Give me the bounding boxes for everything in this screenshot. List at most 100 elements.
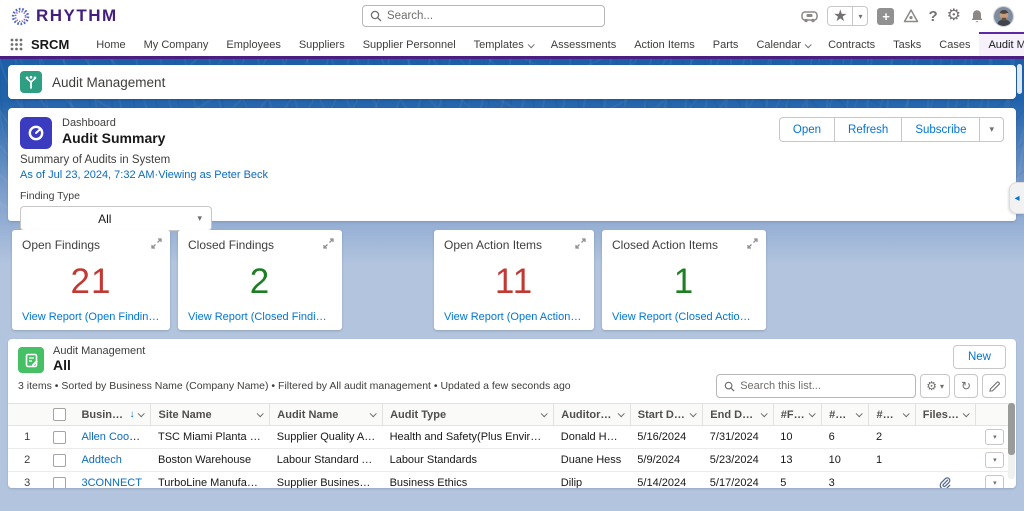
dashboard-as-of-link[interactable]: As of Jul 23, 2024, 7:32 AM·Viewing as P… (20, 169, 269, 181)
expand-icon[interactable] (747, 238, 758, 249)
expand-icon[interactable] (151, 238, 162, 249)
global-actions-plus-icon[interactable]: + (877, 7, 895, 25)
favorite-star-icon[interactable]: ★ (833, 8, 848, 25)
open-button[interactable]: Open (778, 117, 835, 142)
tab-parts[interactable]: Parts (712, 39, 739, 51)
audit-name-cell: Supplier Business Audit (269, 471, 383, 488)
notifications-bell-icon[interactable] (970, 9, 984, 24)
record-link[interactable]: Allen Cooper (81, 431, 146, 443)
column-site-name[interactable]: Site Name (150, 403, 270, 426)
row-actions-button[interactable]: ▾ (985, 429, 1005, 445)
auditor-name-cell: Duane Hess (553, 448, 631, 472)
tab-home[interactable]: Home (96, 39, 126, 51)
view-report-link[interactable]: View Report (Closed Findings) (188, 311, 332, 323)
dashboard-icon (20, 117, 52, 149)
global-header-actions: ★ ▾ + ? ⚙ (801, 5, 1014, 27)
guidance-center-icon[interactable] (903, 9, 919, 23)
setup-gear-icon[interactable]: ⚙ (946, 7, 961, 24)
mobile-publisher-icon[interactable] (801, 10, 818, 23)
row-actions-cell: ▾ (975, 471, 1014, 488)
favorites-menu-caret-icon[interactable]: ▾ (852, 7, 867, 25)
dashboard-panel: Dashboard Audit Summary Open Refresh Sub… (8, 108, 1024, 231)
column-audit-name[interactable]: Audit Name (269, 403, 383, 426)
tab-contracts[interactable]: Contracts (828, 39, 876, 51)
page-title: Audit Management (52, 74, 166, 90)
tab-audit-management[interactable]: Audit Management (979, 32, 1024, 56)
column-audit-type[interactable]: Audit Type (382, 403, 554, 426)
row-actions-button[interactable]: ▾ (985, 475, 1005, 488)
chevron-down-icon[interactable] (902, 410, 910, 418)
attachment-paperclip-icon[interactable] (939, 476, 951, 488)
sidebar-expand-handle[interactable]: ◂ (1009, 182, 1024, 214)
list-settings-button[interactable]: ⚙ ▾ (920, 374, 950, 398)
column-open-count[interactable]: #Op... (821, 403, 869, 426)
closed-count-cell: 1 (868, 448, 916, 472)
tab-action-items[interactable]: Action Items (634, 39, 695, 51)
list-edit-button[interactable] (982, 374, 1006, 398)
column-auditor-name[interactable]: Auditor Name (553, 403, 631, 426)
expand-icon[interactable] (575, 238, 586, 249)
view-report-link[interactable]: View Report (Closed Action Items - Findi… (612, 311, 756, 323)
tab-supplier-personnel[interactable]: Supplier Personnel (362, 39, 456, 51)
record-link[interactable]: Addtech (81, 454, 122, 466)
tab-templates[interactable]: Templates (465, 32, 542, 56)
list-view-name[interactable]: All (53, 357, 71, 373)
global-search-input[interactable] (387, 10, 597, 22)
view-report-link[interactable]: View Report (Open Findings) (22, 311, 160, 323)
column-business-name[interactable]: Business Na...↓ (74, 403, 151, 426)
vertical-scrollbar-thumb[interactable] (1008, 403, 1015, 455)
dashboard-more-actions-caret-icon[interactable]: ▾ (979, 117, 1004, 142)
user-avatar[interactable] (993, 5, 1014, 27)
chevron-down-icon[interactable] (856, 410, 864, 418)
table-row: 3 3CONNECT TurboLine Manufacturing Suppl… (8, 471, 1014, 488)
chevron-down-icon[interactable] (138, 410, 146, 418)
list-refresh-button[interactable]: ↻ (954, 374, 978, 398)
record-link[interactable]: 3CONNECT (81, 477, 142, 488)
row-checkbox[interactable] (53, 430, 67, 444)
metric-title: Open Action Items (444, 238, 543, 252)
tab-my-company[interactable]: My Company (143, 39, 209, 51)
chevron-down-icon[interactable] (256, 410, 265, 418)
audit-management-list-icon (18, 347, 44, 373)
row-checkbox[interactable] (53, 453, 67, 467)
chevron-down-icon[interactable] (369, 410, 377, 418)
select-all-checkbox[interactable] (53, 408, 67, 421)
chevron-down-icon[interactable] (617, 410, 625, 418)
business-name-cell: Addtech (74, 448, 151, 472)
global-search[interactable] (362, 5, 605, 27)
tab-assessments[interactable]: Assessments (550, 39, 617, 51)
finding-type-select[interactable]: All ▾ (20, 206, 212, 231)
row-actions-button[interactable]: ▾ (985, 452, 1005, 468)
view-report-link[interactable]: View Report (Open Action Items - Findin.… (444, 311, 584, 323)
column-start-date[interactable]: Start Date (629, 403, 703, 426)
tab-calendar[interactable]: Calendar (747, 32, 819, 56)
column-findings-count[interactable]: #Fin... (772, 403, 822, 426)
chevron-down-icon[interactable] (808, 410, 816, 418)
tab-suppliers[interactable]: Suppliers (298, 39, 345, 51)
chevron-down-icon[interactable] (962, 410, 970, 418)
help-icon[interactable]: ? (928, 7, 938, 25)
list-search-input[interactable] (740, 380, 909, 392)
page-scrollbar[interactable] (1017, 64, 1022, 94)
end-date-cell: 7/31/2024 (702, 425, 774, 449)
chevron-down-icon[interactable] (540, 410, 549, 418)
dashboard-description: Summary of Audits in System (20, 154, 171, 166)
open-count-cell: 10 (821, 448, 869, 472)
app-launcher-waffle-icon[interactable] (10, 38, 23, 51)
column-files[interactable]: Files ... (914, 403, 976, 426)
table-row: 2 Addtech Boston Warehouse Labour Standa… (8, 448, 1014, 472)
tab-tasks[interactable]: Tasks (893, 39, 922, 51)
chevron-down-icon[interactable] (689, 410, 698, 418)
subscribe-button[interactable]: Subscribe (901, 117, 980, 142)
row-checkbox[interactable] (53, 476, 67, 488)
tab-employees[interactable]: Employees (226, 39, 281, 51)
expand-icon[interactable] (323, 238, 334, 249)
refresh-button[interactable]: Refresh (834, 117, 902, 142)
chevron-down-icon[interactable] (760, 410, 768, 418)
list-search[interactable] (716, 374, 917, 398)
vertical-scrollbar[interactable] (1008, 403, 1015, 479)
column-closed-count[interactable]: #Clo... (868, 403, 916, 426)
new-button[interactable]: New (952, 345, 1006, 369)
column-end-date[interactable]: End Date (702, 403, 774, 426)
tab-cases[interactable]: Cases (939, 39, 971, 51)
